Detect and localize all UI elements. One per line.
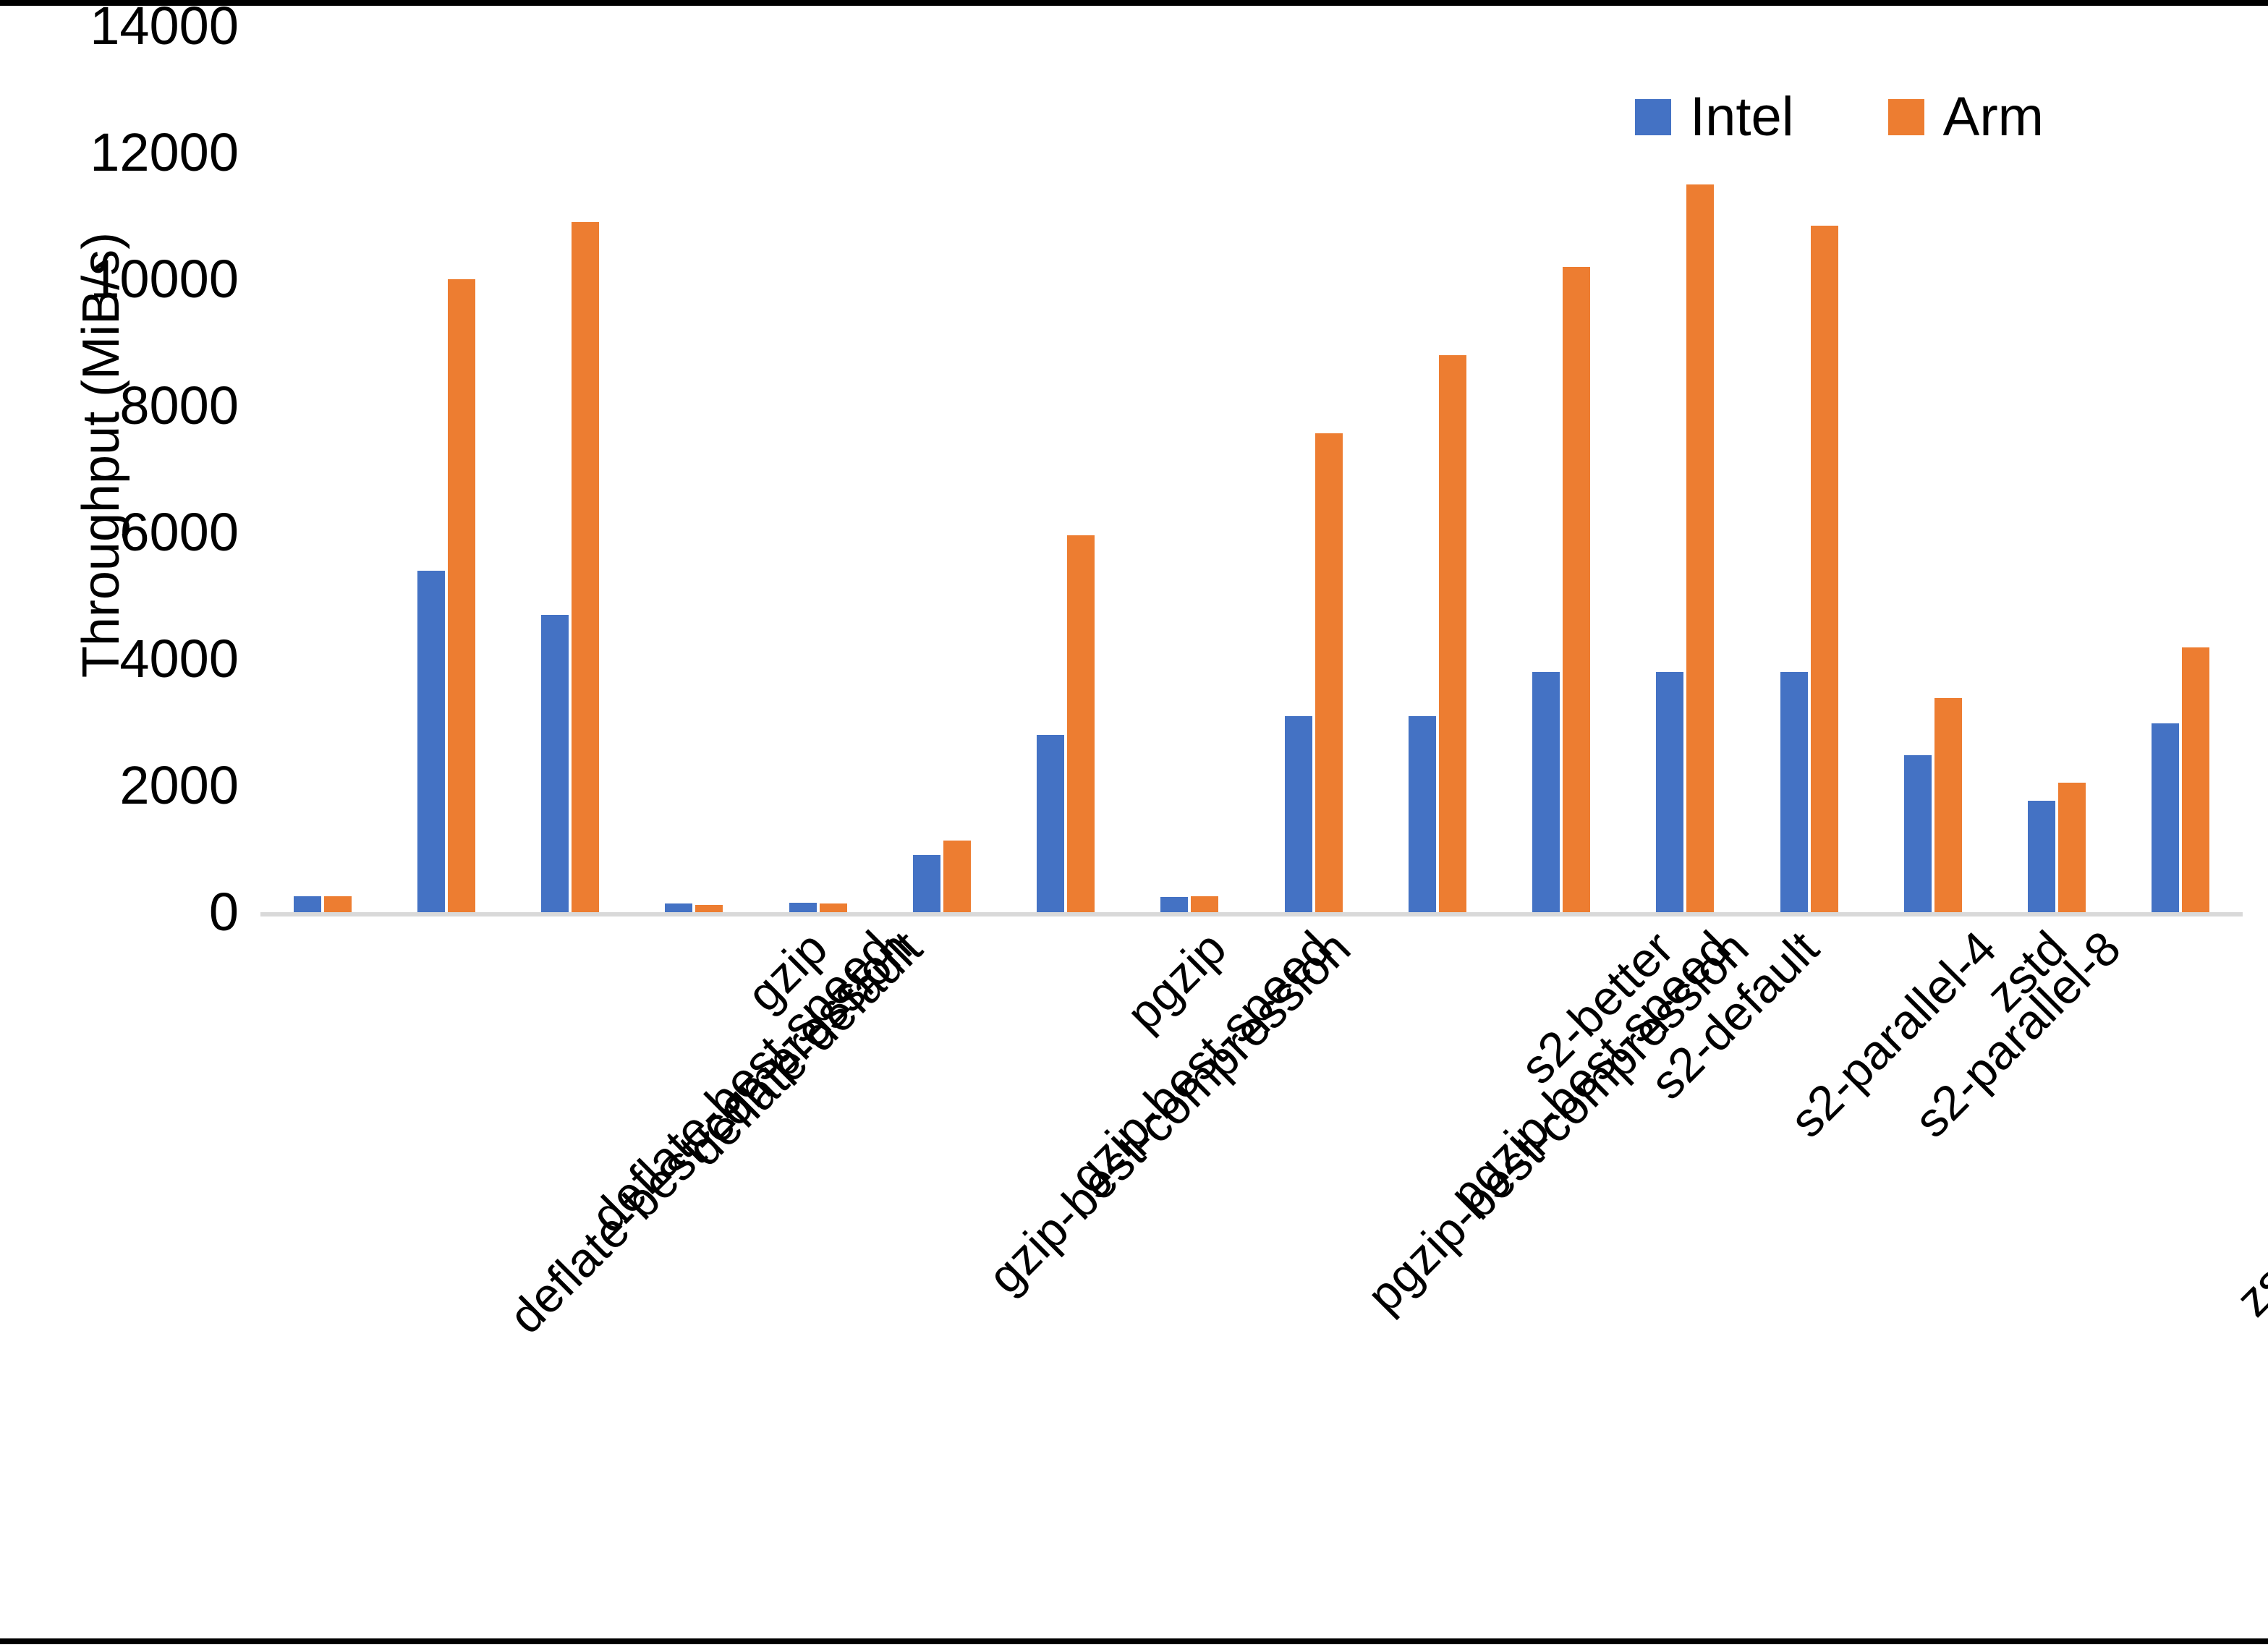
bar-arm[interactable] [1191,896,1219,912]
bar-arm[interactable] [323,896,352,912]
bar-arm[interactable] [1810,225,1838,912]
y-tick-label: 12000 [90,122,239,182]
bar-group [880,22,1003,912]
y-tick-label: 6000 [119,502,239,562]
bar-group [756,22,880,912]
bar-intel[interactable] [665,903,693,912]
y-tick-label: 8000 [119,375,239,435]
y-tick-label: 0 [208,882,239,942]
bar-group [1623,22,1747,912]
bar-arm[interactable] [1686,184,1715,912]
legend-swatch-intel-icon [1635,98,1671,135]
legend-item-arm[interactable]: Arm [1887,85,2044,148]
y-tick-label: 10000 [90,249,239,309]
bar-group [632,22,756,912]
bar-intel[interactable] [2152,723,2180,912]
bar-arm[interactable] [1934,698,1962,912]
bar-arm[interactable] [2182,647,2210,912]
bar-intel[interactable] [417,570,445,912]
bar-intel[interactable] [1284,715,1312,912]
legend-swatch-arm-icon [1887,98,1924,135]
bar-group [2119,22,2243,912]
bar-arm[interactable] [1563,266,1591,912]
legend-item-intel[interactable]: Intel [1635,85,1794,148]
x-axis-tick-labels: deflate-best-compression deflate-best-spe… [260,921,2268,1632]
bar-group [384,22,508,912]
bar-group [1871,22,1995,912]
legend-label-arm: Arm [1942,86,2044,148]
bar-group [509,22,632,912]
bar-group [1995,22,2119,912]
bar-group [1004,22,1128,912]
bar-intel[interactable] [1903,755,1932,912]
plot-area [260,26,2243,917]
bar-arm[interactable] [819,903,847,912]
legend-label-intel: Intel [1690,86,1794,148]
bar-intel[interactable] [1532,671,1560,912]
bar-intel[interactable] [1408,715,1436,912]
bar-intel[interactable] [1037,735,1065,912]
bar-group [260,22,384,912]
bar-group [1375,22,1499,912]
bar-group [1500,22,1623,912]
bar-intel[interactable] [789,902,817,912]
bar-group [1252,22,1375,912]
bar-intel[interactable] [541,614,569,912]
y-tick-label: 14000 [90,0,239,56]
bar-arm[interactable] [572,222,600,912]
bar-group [1747,22,1871,912]
bar-intel[interactable] [912,855,940,912]
y-axis-tick-labels: 14000 12000 10000 8000 6000 4000 2000 0 [43,0,239,1650]
chart-legend: Intel Arm [1635,85,2044,148]
y-tick-label: 2000 [119,755,239,815]
bar-arm[interactable] [1314,433,1343,912]
bar-intel[interactable] [1160,897,1189,912]
bar-arm[interactable] [1067,535,1095,912]
bar-arm[interactable] [1438,355,1466,912]
bar-intel[interactable] [1780,671,1808,912]
bar-arm[interactable] [447,279,475,912]
bar-arm[interactable] [2058,782,2086,912]
bar-arm[interactable] [695,904,723,912]
bar-intel[interactable] [1656,671,1684,912]
x-axis-baseline [260,912,2243,917]
x-tick-label: zstd-better-compression [2225,921,2268,1327]
bar-arm[interactable] [943,841,971,912]
y-tick-label: 4000 [119,629,239,689]
bar-intel[interactable] [2028,801,2056,912]
bar-group [1128,22,1252,912]
bar-intel[interactable] [293,896,321,912]
